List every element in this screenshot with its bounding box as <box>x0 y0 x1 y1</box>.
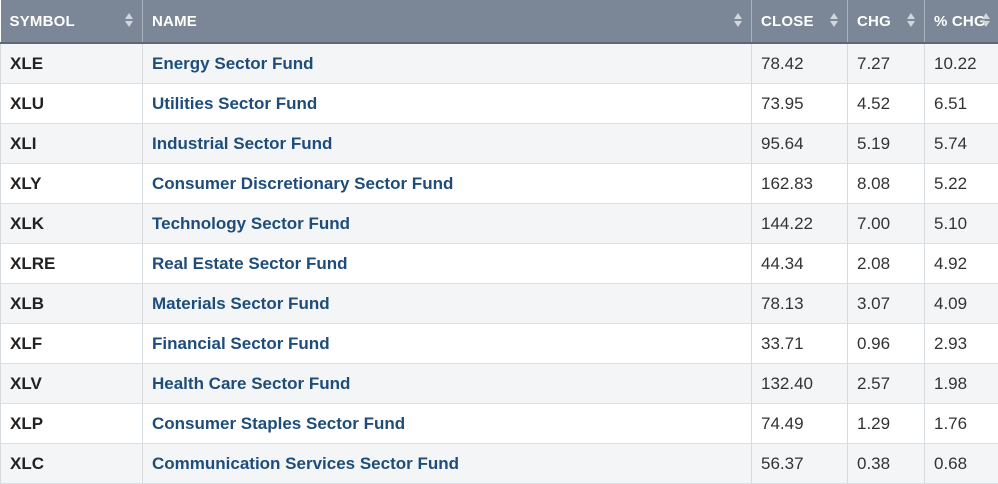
pct-chg-cell: 6.51 <box>925 84 998 124</box>
pct-chg-cell: 1.76 <box>925 404 998 444</box>
chg-cell: 4.52 <box>848 84 925 124</box>
symbol-cell: XLK <box>1 204 143 244</box>
column-header-close[interactable]: CLOSE <box>752 0 848 43</box>
name-cell: Technology Sector Fund <box>143 204 752 244</box>
pct-chg-cell: 5.10 <box>925 204 998 244</box>
fund-name-link[interactable]: Real Estate Sector Fund <box>152 254 348 273</box>
symbol-cell: XLE <box>1 43 143 84</box>
fund-name-link[interactable]: Industrial Sector Fund <box>152 134 332 153</box>
fund-name-link[interactable]: Financial Sector Fund <box>152 334 330 353</box>
fund-name-link[interactable]: Technology Sector Fund <box>152 214 350 233</box>
chg-cell: 2.08 <box>848 244 925 284</box>
name-cell: Health Care Sector Fund <box>143 364 752 404</box>
name-cell: Consumer Discretionary Sector Fund <box>143 164 752 204</box>
table-row: XLY Consumer Discretionary Sector Fund 162… <box>1 164 998 204</box>
name-cell: Consumer Staples Sector Fund <box>143 404 752 444</box>
chg-cell: 0.38 <box>848 444 925 484</box>
table-row: XLC Communication Services Sector Fund 56.… <box>1 444 998 484</box>
chg-cell: 2.57 <box>848 364 925 404</box>
chg-cell: 8.08 <box>848 164 925 204</box>
fund-name-link[interactable]: Energy Sector Fund <box>152 54 314 73</box>
fund-name-link[interactable]: Materials Sector Fund <box>152 294 330 313</box>
column-header-label: NAME <box>152 13 197 30</box>
close-cell: 132.40 <box>752 364 848 404</box>
chg-cell: 5.19 <box>848 124 925 164</box>
fund-name-link[interactable]: Health Care Sector Fund <box>152 374 350 393</box>
pct-chg-cell: 2.93 <box>925 324 998 364</box>
fund-name-link[interactable]: Consumer Staples Sector Fund <box>152 414 405 433</box>
column-header-chg[interactable]: CHG <box>848 0 925 43</box>
chg-cell: 3.07 <box>848 284 925 324</box>
symbol-cell: XLB <box>1 284 143 324</box>
close-cell: 78.42 <box>752 43 848 84</box>
symbol-cell: XLV <box>1 364 143 404</box>
pct-chg-cell: 4.09 <box>925 284 998 324</box>
close-cell: 78.13 <box>752 284 848 324</box>
table-header: SYMBOL NAME CLOSE CHG % CHG <box>1 0 998 43</box>
chg-cell: 7.00 <box>848 204 925 244</box>
chg-cell: 7.27 <box>848 43 925 84</box>
column-header-label: CHG <box>857 13 891 30</box>
symbol-cell: XLI <box>1 124 143 164</box>
column-header-label: SYMBOL <box>10 13 75 30</box>
symbol-cell: XLC <box>1 444 143 484</box>
fund-name-link[interactable]: Consumer Discretionary Sector Fund <box>152 174 453 193</box>
close-cell: 74.49 <box>752 404 848 444</box>
chg-cell: 1.29 <box>848 404 925 444</box>
pct-chg-cell: 5.74 <box>925 124 998 164</box>
name-cell: Utilities Sector Fund <box>143 84 752 124</box>
close-cell: 162.83 <box>752 164 848 204</box>
pct-chg-cell: 1.98 <box>925 364 998 404</box>
column-header-label: % CHG <box>934 13 986 30</box>
name-cell: Real Estate Sector Fund <box>143 244 752 284</box>
sort-arrows-icon[interactable] <box>830 12 838 28</box>
fund-name-link[interactable]: Communication Services Sector Fund <box>152 454 459 473</box>
pct-chg-cell: 0.68 <box>925 444 998 484</box>
sort-arrows-icon[interactable] <box>907 12 915 28</box>
symbol-cell: XLRE <box>1 244 143 284</box>
name-cell: Industrial Sector Fund <box>143 124 752 164</box>
name-cell: Financial Sector Fund <box>143 324 752 364</box>
sort-arrows-icon[interactable] <box>734 12 742 28</box>
pct-chg-cell: 10.22 <box>925 43 998 84</box>
chg-cell: 0.96 <box>848 324 925 364</box>
symbol-cell: XLF <box>1 324 143 364</box>
pct-chg-cell: 5.22 <box>925 164 998 204</box>
close-cell: 95.64 <box>752 124 848 164</box>
column-header-pct-chg[interactable]: % CHG <box>925 0 998 43</box>
fund-name-link[interactable]: Utilities Sector Fund <box>152 94 317 113</box>
close-cell: 44.34 <box>752 244 848 284</box>
close-cell: 73.95 <box>752 84 848 124</box>
close-cell: 144.22 <box>752 204 848 244</box>
sort-arrows-icon[interactable] <box>982 12 990 28</box>
name-cell: Materials Sector Fund <box>143 284 752 324</box>
sort-arrows-icon[interactable] <box>125 12 133 28</box>
symbol-cell: XLU <box>1 84 143 124</box>
close-cell: 33.71 <box>752 324 848 364</box>
name-cell: Communication Services Sector Fund <box>143 444 752 484</box>
name-cell: Energy Sector Fund <box>143 43 752 84</box>
column-header-label: CLOSE <box>761 13 814 30</box>
header-row: SYMBOL NAME CLOSE CHG % CHG <box>1 0 998 43</box>
symbol-cell: XLY <box>1 164 143 204</box>
column-header-name[interactable]: NAME <box>143 0 752 43</box>
column-header-symbol[interactable]: SYMBOL <box>1 0 143 43</box>
pct-chg-cell: 4.92 <box>925 244 998 284</box>
symbol-cell: XLP <box>1 404 143 444</box>
close-cell: 56.37 <box>752 444 848 484</box>
